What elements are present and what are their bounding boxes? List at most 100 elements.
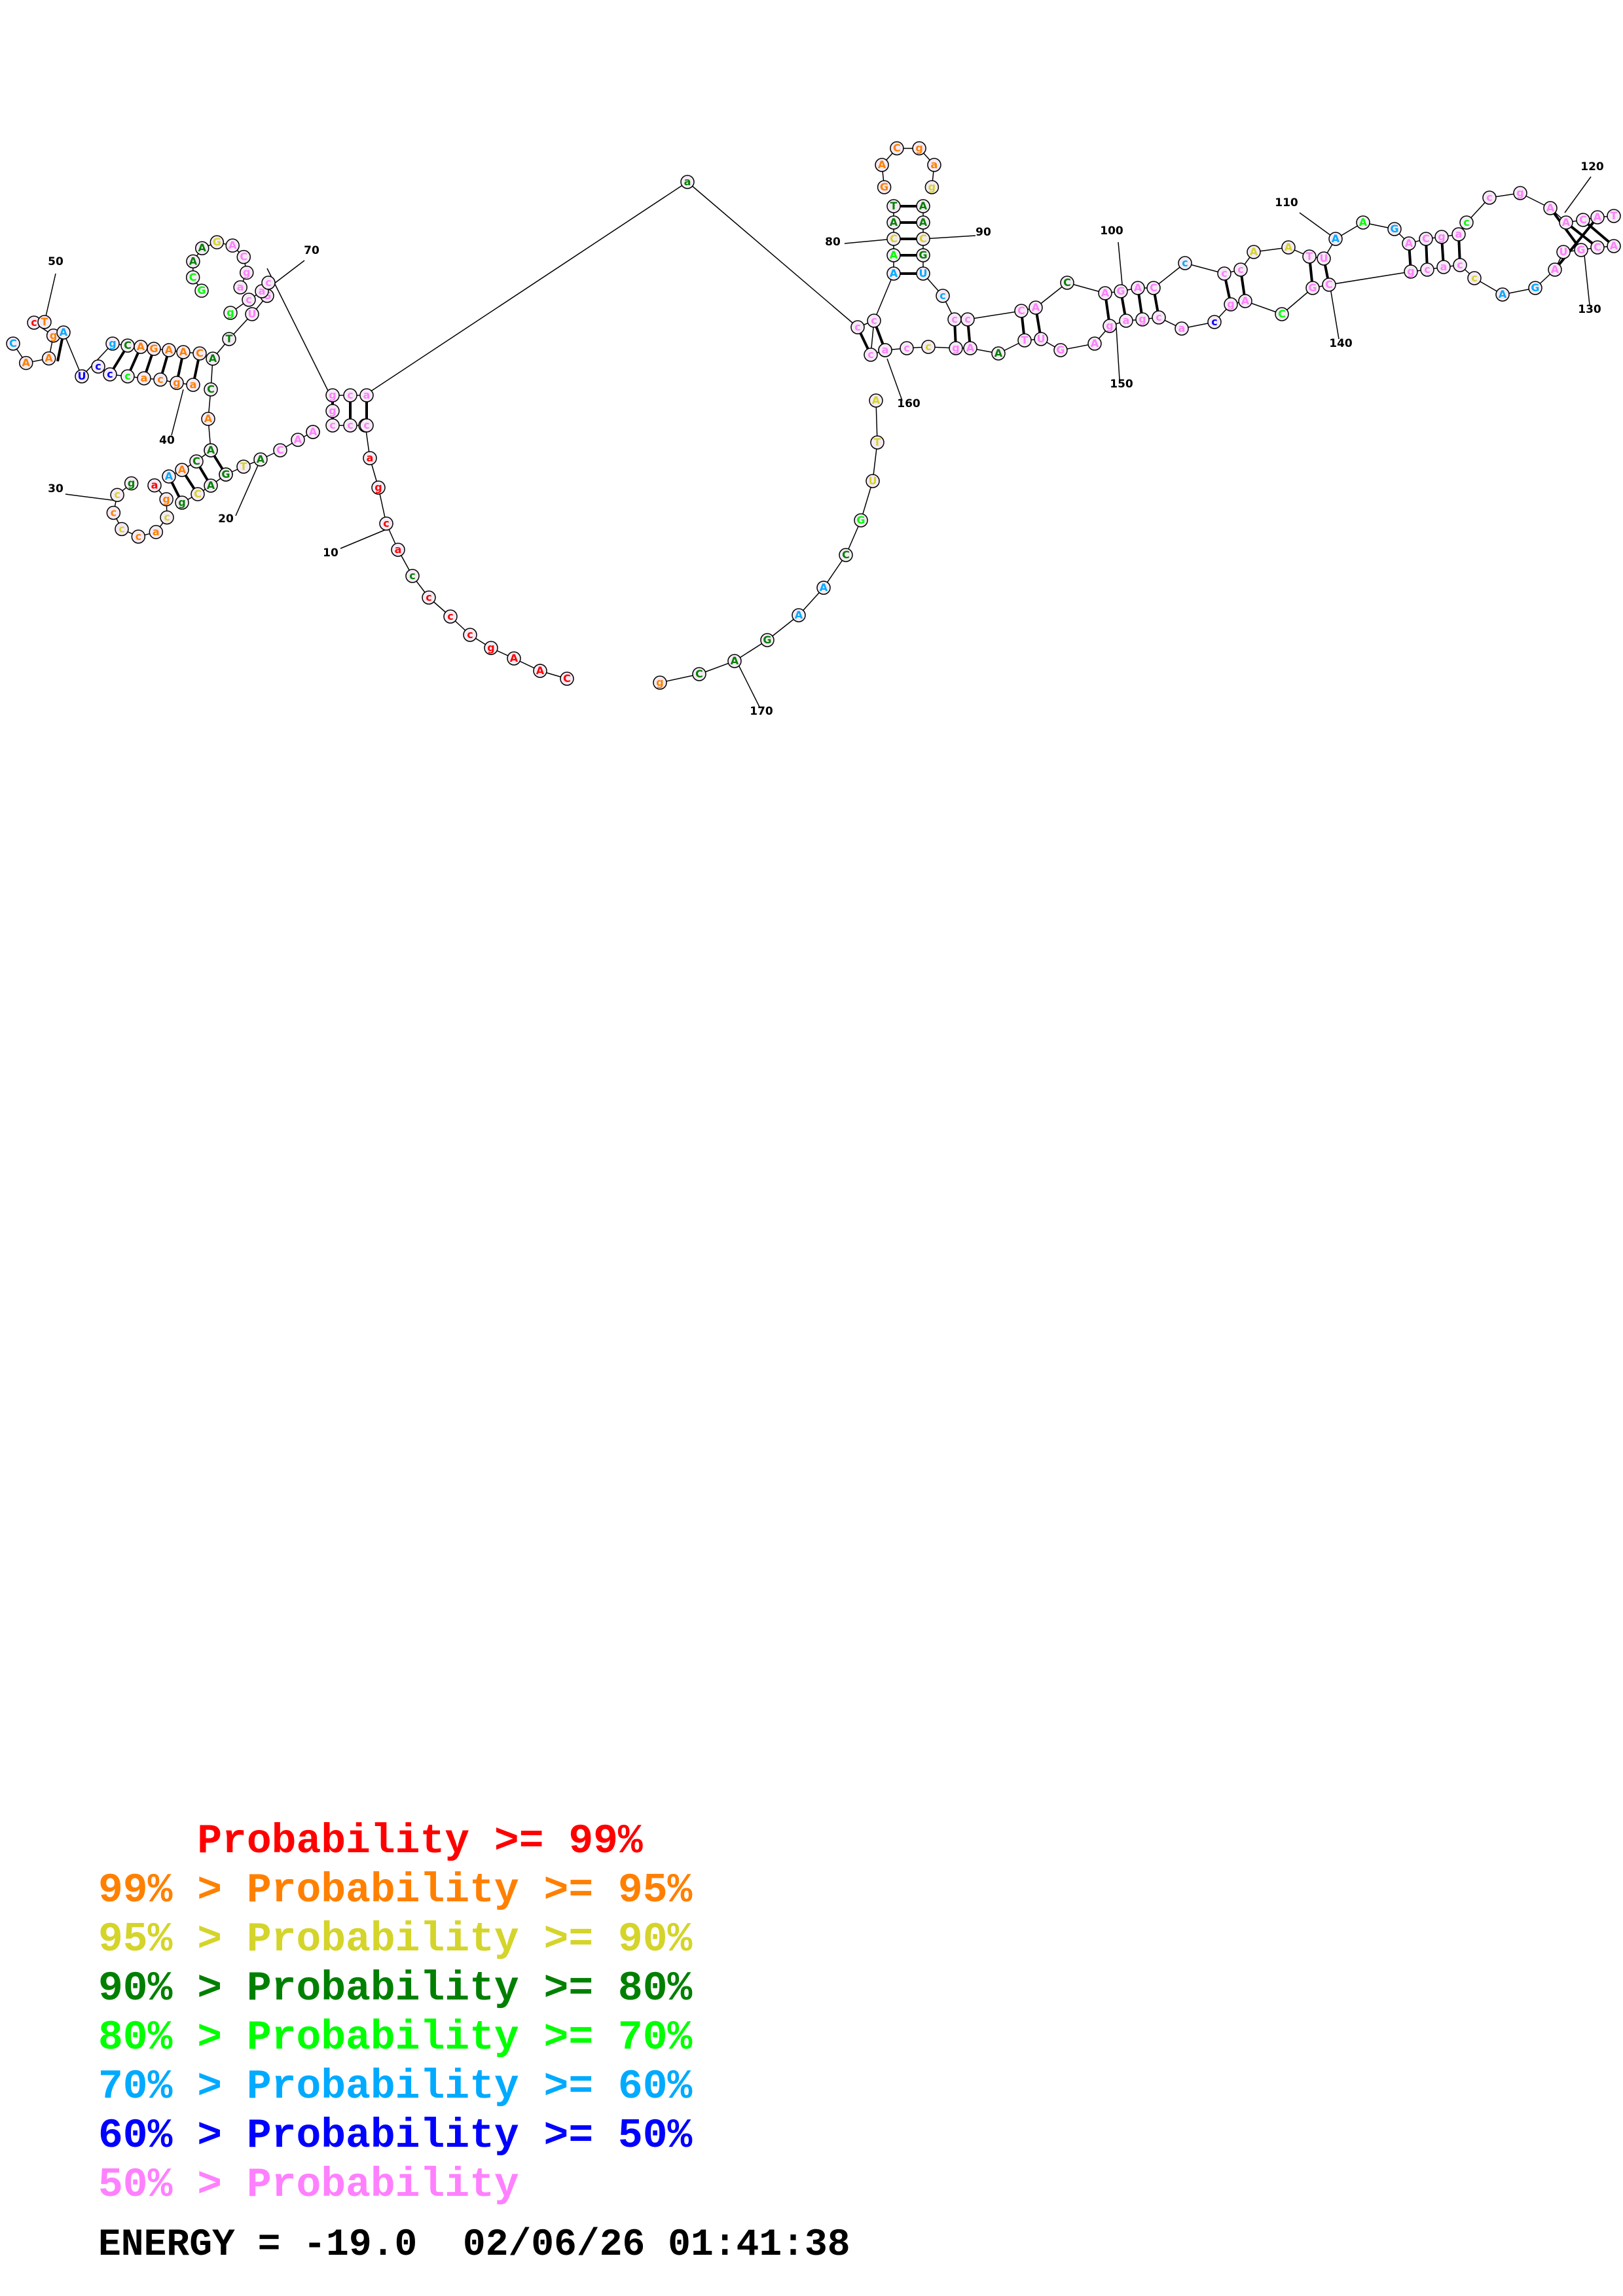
nucleotides: gagcaccccgAACATUGCAAGACgagcaccccgAACATUG… — [6, 141, 1621, 690]
svg-text:A: A — [919, 200, 928, 212]
nucleotide: G — [210, 235, 225, 249]
svg-text:A: A — [1594, 211, 1602, 223]
svg-text:g: g — [487, 641, 494, 654]
svg-text:a: a — [684, 175, 691, 188]
nucleotide: C — [6, 336, 20, 351]
svg-text:A: A — [198, 242, 207, 254]
svg-text:G: G — [149, 342, 158, 355]
connector-line — [687, 181, 858, 328]
nucleotide: U — [1034, 332, 1048, 346]
svg-text:A: A — [1551, 263, 1559, 276]
label-leader — [340, 528, 388, 549]
svg-text:A: A — [1285, 241, 1293, 253]
nucleotide: A — [306, 425, 320, 439]
nucleotide: c — [1482, 190, 1497, 205]
svg-text:A: A — [165, 344, 173, 356]
nucleotide: C — [839, 548, 853, 562]
nucleotide: g — [170, 376, 184, 390]
label-leader — [844, 238, 894, 244]
nucleotide: a — [1451, 227, 1466, 242]
nucleotide: g — [325, 388, 340, 403]
nucleotide: c — [106, 505, 121, 520]
label-leader — [1116, 327, 1120, 380]
nucleotide: c — [160, 510, 174, 525]
svg-text:c: c — [951, 313, 957, 325]
svg-text:c: c — [111, 506, 117, 518]
svg-text:G: G — [1390, 223, 1398, 235]
svg-text:A: A — [795, 609, 803, 621]
nucleotide: U — [245, 307, 259, 321]
nucleotide: C — [236, 249, 251, 264]
svg-text:a: a — [151, 479, 158, 492]
svg-text:A: A — [1091, 337, 1099, 350]
svg-text:C: C — [893, 142, 901, 154]
svg-text:c: c — [1457, 259, 1463, 271]
nucleotide: C — [1419, 232, 1433, 246]
nucleotide: T — [222, 332, 236, 346]
nucleotide: g — [223, 306, 238, 320]
legend-item: 60% > Probability >= 50% — [98, 2113, 693, 2159]
nucleotide: c — [103, 367, 117, 382]
svg-text:G: G — [1577, 243, 1585, 256]
position-label: 80 — [825, 236, 841, 249]
nucleotide: A — [1238, 294, 1252, 308]
svg-text:a: a — [1440, 260, 1448, 273]
nucleotide: A — [916, 215, 930, 230]
svg-text:g: g — [1227, 298, 1234, 310]
svg-text:a: a — [141, 372, 148, 384]
svg-text:C: C — [124, 339, 132, 351]
nucleotide: c — [960, 312, 975, 327]
nucleotide: A — [991, 346, 1006, 361]
svg-text:c: c — [347, 419, 353, 431]
nucleotide: A — [253, 452, 268, 467]
nucleotide: A — [1029, 300, 1043, 315]
legend-item: 80% > Probability >= 70% — [98, 2015, 693, 2061]
nucleotide: c — [1152, 310, 1166, 325]
nucleotide: G — [1574, 243, 1588, 257]
svg-text:G: G — [197, 284, 206, 296]
svg-text:A: A — [1332, 232, 1340, 245]
svg-text:A: A — [1610, 240, 1618, 252]
nucleotide: A — [1590, 210, 1605, 224]
nucleotide: c — [131, 529, 146, 544]
nucleotide: c — [1459, 215, 1474, 230]
legend-item: 70% > Probability >= 60% — [98, 2064, 693, 2110]
svg-text:g: g — [227, 306, 234, 319]
legend-item: Probability >= 99% — [98, 1818, 643, 1865]
nucleotide: G — [219, 467, 233, 482]
svg-text:c: c — [1221, 267, 1227, 279]
nucleotide: c — [921, 340, 936, 354]
svg-text:A: A — [1405, 237, 1413, 249]
svg-text:a: a — [1123, 314, 1130, 327]
position-label: 50 — [48, 255, 64, 268]
nucleotide: c — [343, 418, 357, 433]
nucleotide: c — [1217, 266, 1231, 281]
nucleotide: G — [916, 248, 930, 262]
svg-text:a: a — [259, 285, 266, 297]
svg-text:c: c — [31, 316, 37, 329]
nucleotide: C — [189, 454, 204, 469]
svg-text:A: A — [178, 463, 187, 476]
legend-item: 95% > Probability >= 90% — [98, 1916, 693, 1963]
nucleotide: c — [325, 418, 340, 433]
nucleotide: A — [56, 325, 71, 340]
nucleotide: A — [41, 351, 56, 366]
nucleotide: A — [1328, 232, 1343, 246]
nucleotide: T — [1607, 209, 1621, 223]
connector-line — [366, 181, 688, 395]
nucleotide: g — [1404, 264, 1418, 279]
position-labels: 10 20 30 40 50 70 80 90 100 110 120 130 140 150 160 170 — [48, 160, 1604, 718]
svg-text:C: C — [563, 672, 571, 685]
nucleotide: c — [1178, 256, 1192, 270]
svg-text:a: a — [931, 158, 938, 171]
nucleotide: G — [760, 633, 775, 647]
position-label: 20 — [218, 512, 234, 526]
nucleotide: g — [105, 336, 120, 351]
nucleotide: A — [225, 238, 240, 253]
nucleotide: c — [1207, 315, 1222, 329]
svg-text:c: c — [164, 511, 170, 524]
svg-text:U: U — [1037, 332, 1046, 345]
nucleotide: a — [680, 175, 695, 189]
nucleotide: c — [936, 289, 950, 303]
svg-text:c: c — [1486, 191, 1492, 204]
